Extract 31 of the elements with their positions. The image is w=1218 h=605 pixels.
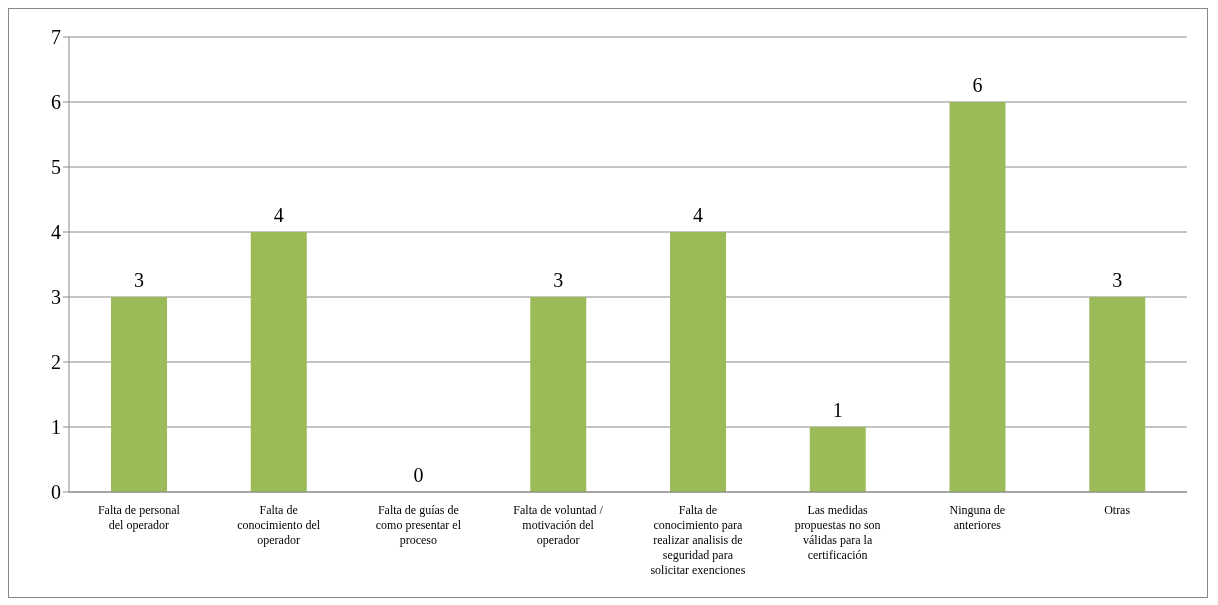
y-tick-label: 0 (51, 481, 61, 504)
bar (250, 232, 307, 492)
bar (111, 297, 167, 492)
data-label: 3 (553, 269, 564, 291)
data-label: 4 (273, 204, 284, 226)
bar (949, 102, 1006, 492)
data-label: 1 (832, 399, 843, 421)
bar (1089, 297, 1146, 492)
bar (530, 297, 587, 492)
bar (809, 427, 866, 492)
x-tick-label: Las medidas propuestas no son válidas para la certificación (794, 503, 881, 562)
y-tick-label: 7 (51, 26, 61, 49)
x-tick-label: Falta de guías de como presentar el proceso (375, 503, 462, 547)
y-tick-label: 4 (51, 221, 61, 244)
data-label: 0 (413, 464, 424, 486)
y-tick-label: 2 (51, 351, 61, 374)
y-tick-label: 6 (51, 91, 61, 114)
x-tick-label: Falta de personal del operador (97, 503, 181, 532)
x-tick-label: Falta de voluntad / motivación del operador (513, 503, 604, 547)
x-tick-label: Falta de conocimiento del operador (237, 503, 321, 547)
data-label: 4 (692, 204, 703, 226)
y-tick-label: 5 (51, 156, 61, 179)
x-tick-label: Otras (1104, 503, 1131, 517)
data-label: 3 (1112, 269, 1123, 291)
x-tick-label: Falta de conocimiento para realizar analisis de seguridad para solicitar exenciones (650, 503, 746, 577)
y-tick-label: 1 (51, 416, 61, 439)
x-tick-label: Ninguna de anteriores (949, 503, 1006, 532)
data-label: 3 (133, 269, 144, 291)
y-tick-label: 3 (51, 286, 61, 309)
data-label: 6 (972, 74, 983, 96)
bar (670, 232, 726, 492)
